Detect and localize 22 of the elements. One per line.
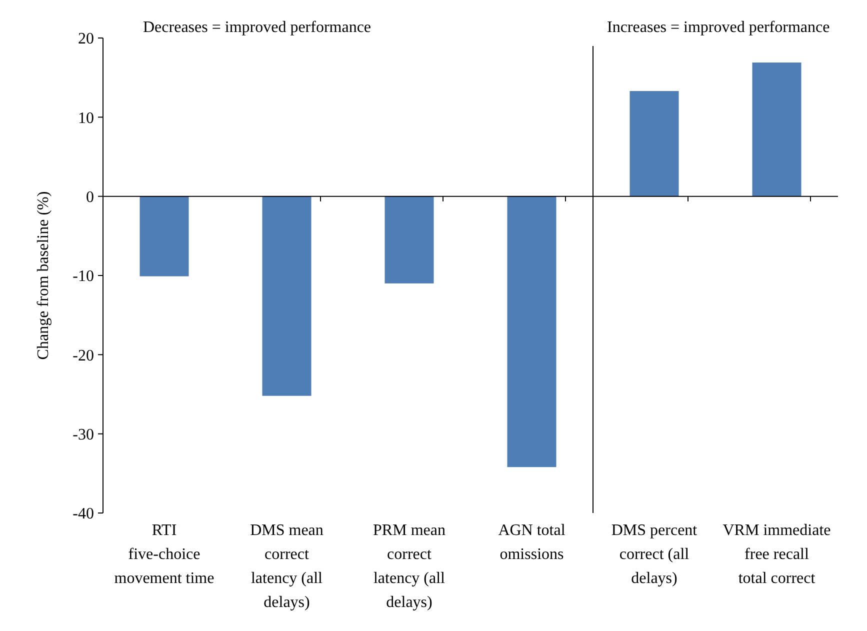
bar (507, 196, 556, 468)
bar (630, 91, 679, 196)
y-tick-label: -40 (72, 506, 94, 523)
x-tick-label: DMS percent correct (all delays) (611, 522, 698, 587)
y-tick-label: 0 (86, 188, 94, 206)
y-tick-label: 10 (78, 110, 94, 127)
text: Decreases = improved performance (143, 19, 372, 36)
x-tick-label: RTI five-choice movement time (114, 522, 214, 587)
x-tick-label: DMS mean correct latency (all delays) (250, 522, 324, 611)
bar (262, 196, 312, 396)
x-tick-label: VRM immediate free recall total correct (722, 522, 831, 587)
bar (384, 196, 434, 284)
y-tick-label: -30 (72, 426, 94, 444)
y-axis-title: Change from baseline (%) (35, 191, 52, 360)
text: Increases = improved performance (607, 19, 830, 36)
bar (140, 196, 189, 276)
bar (752, 62, 802, 196)
y-tick-label: 20 (78, 30, 94, 48)
y-tick-label: -10 (72, 268, 94, 286)
y-tick-label: -20 (72, 347, 94, 364)
x-tick-label: PRM mean correct latency (all delays) (373, 522, 446, 611)
x-tick-label: AGN total omissions (498, 522, 566, 563)
